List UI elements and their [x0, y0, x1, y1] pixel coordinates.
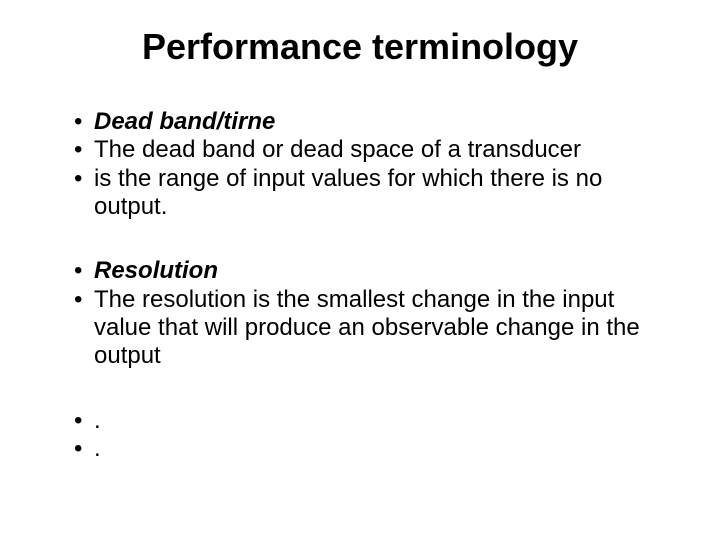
term-heading: Resolution [94, 257, 218, 284]
bullet-group-resolution: Resolution The resolution is the smalles… [50, 257, 670, 370]
bullet-item: Dead band/tirne [74, 108, 670, 136]
bullet-item: . [74, 407, 670, 435]
bullet-group-deadband: Dead band/tirne The dead band or dead sp… [50, 108, 670, 221]
slide-title: Performance terminology [50, 26, 670, 68]
bullet-item: Resolution [74, 257, 670, 285]
bullet-group-dots: . . [50, 407, 670, 464]
term-heading: Dead band/tirne [94, 108, 275, 135]
bullet-item: The dead band or dead space of a transdu… [74, 136, 670, 164]
bullet-item: is the range of input values for which t… [74, 165, 670, 222]
bullet-item: . [74, 435, 670, 463]
slide: Performance terminology Dead band/tirne … [0, 0, 720, 540]
bullet-item: The resolution is the smallest change in… [74, 286, 670, 371]
